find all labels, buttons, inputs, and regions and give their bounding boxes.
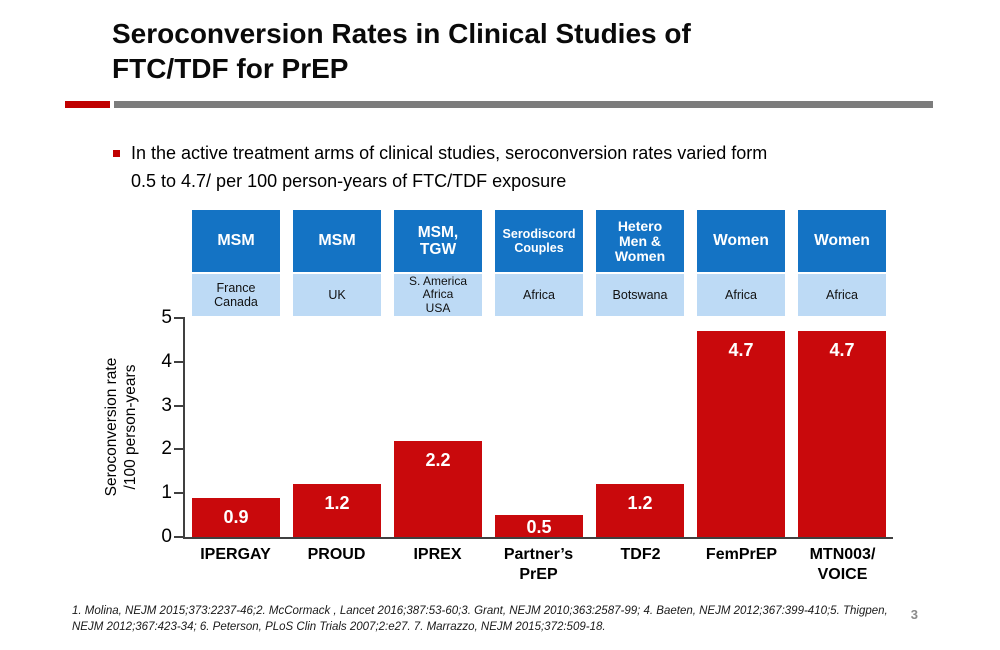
label-line: France <box>216 281 256 295</box>
y-axis-title-line-1: Seroconversion rate <box>103 357 120 497</box>
label-line: TDF2 <box>620 546 661 563</box>
y-axis-tick-mark <box>174 360 185 363</box>
category-label: MTN003/VOICE <box>792 545 893 585</box>
label-line: Serodiscord <box>502 227 576 241</box>
label-line: TGW <box>419 241 457 258</box>
label-line: Women <box>713 232 769 249</box>
population-box: MSM <box>192 210 280 272</box>
label-line: S. America <box>408 273 468 288</box>
label-line: Couples <box>514 241 564 255</box>
label-line: Hetero <box>617 217 663 234</box>
label-line: Women <box>614 247 666 264</box>
population-header-row: MSM MSM MSM, TGW Serodiscord Couples Hetero Men… <box>185 210 893 272</box>
label-line: MSM <box>318 232 356 249</box>
population-box: Women <box>697 210 785 272</box>
footnote-citations: 1. Molina, NEJM 2015;373:2237-46;2. McCo… <box>72 605 888 633</box>
label-line: IPERGAY <box>200 546 271 563</box>
label-line: MSM <box>217 232 255 249</box>
population-box: Serodiscord Couples <box>495 210 583 272</box>
label-line: MSM, <box>417 224 459 241</box>
divider-red-accent <box>65 101 110 108</box>
label-line: USA <box>425 300 451 315</box>
y-axis-tick-label: 3 <box>161 394 172 416</box>
y-axis-tick-label: 0 <box>161 526 172 547</box>
category-label: FemPrEP <box>691 545 792 565</box>
bar: 1.2 <box>596 484 684 537</box>
label-line: VOICE <box>817 566 868 583</box>
location-box: S. America Africa USA <box>394 274 482 316</box>
bar: 4.7 <box>798 331 886 537</box>
location-box: Botswana <box>596 274 684 316</box>
label-line: Men & <box>619 232 661 249</box>
y-axis-tick-label: 4 <box>161 350 172 372</box>
bar-value-label: 4.7 <box>829 340 855 360</box>
label-line: Women <box>814 232 870 249</box>
category-label: Partner’s PrEP <box>488 545 589 585</box>
label-line: MTN003/ <box>809 546 876 563</box>
label-line: IPREX <box>413 546 462 563</box>
bar-value-label: 0.9 <box>223 507 249 527</box>
label-line: UK <box>328 288 346 302</box>
label-line: Africa <box>523 288 555 302</box>
bar: 0.5 <box>495 515 583 537</box>
page-number: 3 <box>910 607 918 622</box>
label-line: FemPrEP <box>705 546 778 563</box>
label-line: PrEP <box>519 566 558 583</box>
bar-chart-plot-area: 0.9 1.2 2.2 0.5 1.2 4.7 4.7 <box>174 317 893 539</box>
bullet-text-line-2: 0.5 to 4.7/ per 100 person-years of FTC/… <box>131 171 567 191</box>
population-box: Women <box>798 210 886 272</box>
location-box: Africa <box>495 274 583 316</box>
y-axis-tick-mark <box>174 536 185 538</box>
y-axis-tick-mark <box>174 492 185 495</box>
label-line: Africa <box>826 288 858 302</box>
slide-title-line-2: FTC/TDF for PrEP <box>112 53 349 84</box>
category-label-row: IPERGAY PROUD IPREX Partner’s PrEP TDF2 FemPrE… <box>185 545 893 589</box>
bar-value-label: 0.5 <box>526 517 552 537</box>
divider-gray-bar <box>114 101 933 108</box>
location-box: Africa <box>798 274 886 316</box>
category-label: TDF2 <box>590 545 691 565</box>
bar: 4.7 <box>697 331 785 537</box>
bar-value-label: 1.2 <box>324 493 350 513</box>
category-label: IPREX <box>387 545 488 565</box>
label-line: Canada <box>214 295 258 309</box>
y-axis-tick-mark <box>174 448 185 451</box>
location-header-row: France Canada UK S. America Africa USA Africa B… <box>185 274 893 316</box>
bar: 2.2 <box>394 441 482 537</box>
bullet-text: In the active treatment arms of clinical… <box>131 139 931 195</box>
category-label: IPERGAY <box>185 545 286 565</box>
bar: 1.2 <box>293 484 381 537</box>
y-axis-tick-mark <box>174 404 185 407</box>
label-line: PROUD <box>307 546 366 563</box>
slide-title: Seroconversion Rates in Clinical Studies… <box>112 16 942 86</box>
y-axis-tick-label: 1 <box>161 482 172 504</box>
population-box: MSM <box>293 210 381 272</box>
location-box: UK <box>293 274 381 316</box>
bar: 0.9 <box>192 498 280 537</box>
y-axis-tick-labels: 0 1 2 3 4 5 <box>130 307 172 547</box>
location-box: France Canada <box>192 274 280 316</box>
bar-value-label: 1.2 <box>627 493 653 513</box>
bullet-marker <box>113 150 120 157</box>
y-axis-tick-mark <box>174 317 185 319</box>
bar-value-label: 2.2 <box>425 450 451 470</box>
population-box: MSM, TGW <box>394 210 482 272</box>
location-box: Africa <box>697 274 785 316</box>
bar-value-label: 4.7 <box>728 340 754 360</box>
label-line: Africa <box>725 288 757 302</box>
slide-title-line-1: Seroconversion Rates in Clinical Studies… <box>112 18 691 49</box>
bullet-text-line-1: In the active treatment arms of clinical… <box>131 143 768 163</box>
population-box: Hetero Men & Women <box>596 210 684 272</box>
label-line: Africa <box>422 287 454 302</box>
label-line: Botswana <box>612 288 668 302</box>
category-label: PROUD <box>286 545 387 565</box>
y-axis-tick-label: 2 <box>161 438 172 460</box>
y-axis-tick-label: 5 <box>161 307 172 328</box>
label-line: Partner’s <box>503 546 574 563</box>
